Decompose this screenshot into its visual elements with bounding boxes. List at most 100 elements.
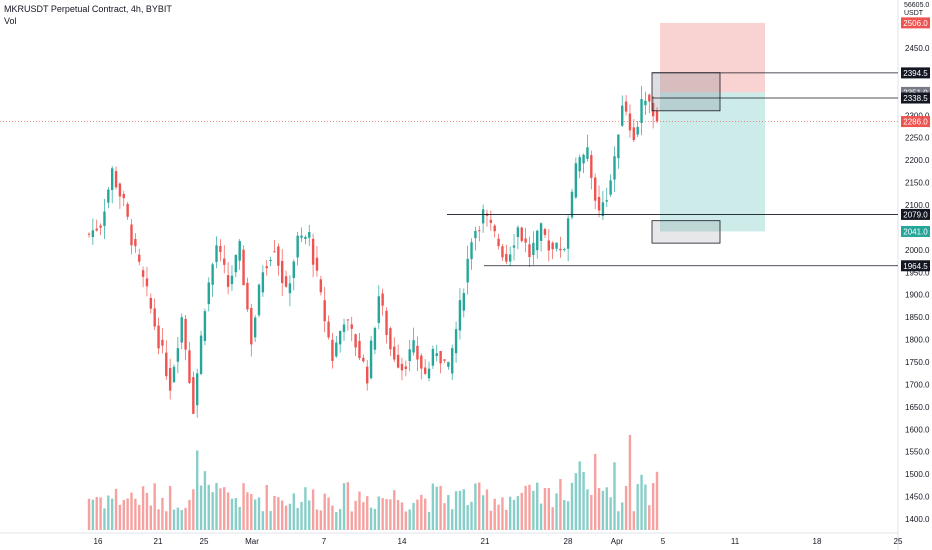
candle-body <box>651 102 655 117</box>
volume-bar <box>342 483 346 530</box>
candle-body <box>219 245 222 252</box>
volume-bar <box>327 497 330 530</box>
price-tick-label: 1400.0 <box>905 515 930 524</box>
level-price-tag-bg <box>901 92 930 104</box>
date-tick-label: 28 <box>564 537 573 546</box>
volume-bar <box>246 492 249 530</box>
volume-bar <box>153 483 156 530</box>
price-tick-label: 2150.0 <box>905 179 930 188</box>
volume-bar <box>226 492 230 530</box>
volume-bar <box>300 501 303 530</box>
level-price-tag: 1964.5 <box>903 262 928 271</box>
zone-rectangle[interactable] <box>651 220 721 244</box>
volume-bar <box>354 500 357 530</box>
volume-bar <box>385 499 388 530</box>
volume-bar <box>393 490 396 530</box>
candle-body <box>389 328 392 350</box>
candle-body <box>458 300 462 331</box>
volume-bar <box>597 488 601 530</box>
candle-body <box>393 346 396 360</box>
volume-bar <box>234 497 238 530</box>
volume-bar <box>563 500 566 530</box>
volume-bar <box>404 511 408 530</box>
price-tick-label: 2300.0 <box>905 111 930 120</box>
volume-bar <box>223 487 226 530</box>
candle-body <box>381 293 384 306</box>
candle-body <box>226 275 230 287</box>
volume-bar <box>478 482 481 530</box>
volume-bar <box>138 504 141 530</box>
volume-bar <box>311 489 315 530</box>
volume-bar <box>308 500 311 530</box>
date-tick-label: 21 <box>481 537 490 546</box>
level-price-tag-bg <box>901 208 930 220</box>
volume-bar <box>640 474 643 530</box>
candle-body <box>512 245 516 248</box>
price-tick-label: 2100.0 <box>905 201 930 210</box>
candle-body <box>447 362 450 367</box>
candle-body <box>292 261 295 278</box>
candle-body <box>451 348 454 374</box>
volume-bar <box>107 495 110 530</box>
volume-bar <box>180 510 183 530</box>
zone-rectangle[interactable] <box>651 72 721 112</box>
volume-bar <box>466 505 469 530</box>
stop-loss-zone[interactable] <box>660 22 765 93</box>
level-price-tag-bg <box>901 260 930 272</box>
candle-body <box>489 219 493 223</box>
date-tick-label: Mar <box>245 537 259 546</box>
candle-body <box>404 366 408 369</box>
volume-bar <box>431 483 435 530</box>
volume-bar <box>165 511 168 530</box>
current-price-tag-bg <box>901 116 930 128</box>
candle-body <box>277 246 280 266</box>
volume-bar <box>95 497 98 530</box>
candle-body <box>250 308 253 345</box>
volume-bar <box>493 498 496 530</box>
candle-body <box>543 229 547 235</box>
candle-body <box>536 230 539 251</box>
candle-body <box>539 223 543 241</box>
candle-body <box>563 249 566 251</box>
candle-body <box>331 339 334 361</box>
volume-bar <box>582 471 585 530</box>
candle-body <box>122 193 125 199</box>
candle-body <box>516 227 520 238</box>
volume-bar <box>508 496 512 530</box>
volume-bar <box>273 495 276 530</box>
candle-body <box>134 239 137 247</box>
candle-body <box>87 233 91 235</box>
candle-body <box>335 342 338 357</box>
candle-body <box>234 254 238 273</box>
candle-body <box>416 345 419 360</box>
candle-body <box>474 230 477 239</box>
candle-body <box>636 126 639 135</box>
date-tick-label: 25 <box>894 537 903 546</box>
volume-bar <box>362 502 365 530</box>
candle-body <box>420 355 423 369</box>
volume-bar <box>207 484 210 530</box>
candle-body <box>126 203 129 217</box>
candle-body <box>114 171 118 188</box>
candle-body <box>188 350 191 383</box>
volume-bar <box>524 485 527 530</box>
candle-body <box>308 232 311 238</box>
volume-bar <box>454 491 458 530</box>
volume-bar <box>315 509 319 530</box>
take-profit-zone[interactable] <box>660 92 765 232</box>
volume-bar <box>628 434 632 530</box>
volume-bar <box>250 494 253 530</box>
candle-body <box>443 359 446 361</box>
volume-bar <box>323 493 326 530</box>
volume-bar <box>501 497 504 530</box>
volume-bar <box>624 485 628 530</box>
date-tick-label: 14 <box>398 537 407 546</box>
candle-body <box>508 254 512 262</box>
candle-body <box>578 157 581 172</box>
candle-body <box>358 341 361 359</box>
candle-body <box>427 368 431 379</box>
level-price-tag: 2338.5 <box>903 94 928 103</box>
candle-body <box>454 329 458 354</box>
candle-body <box>377 296 380 323</box>
